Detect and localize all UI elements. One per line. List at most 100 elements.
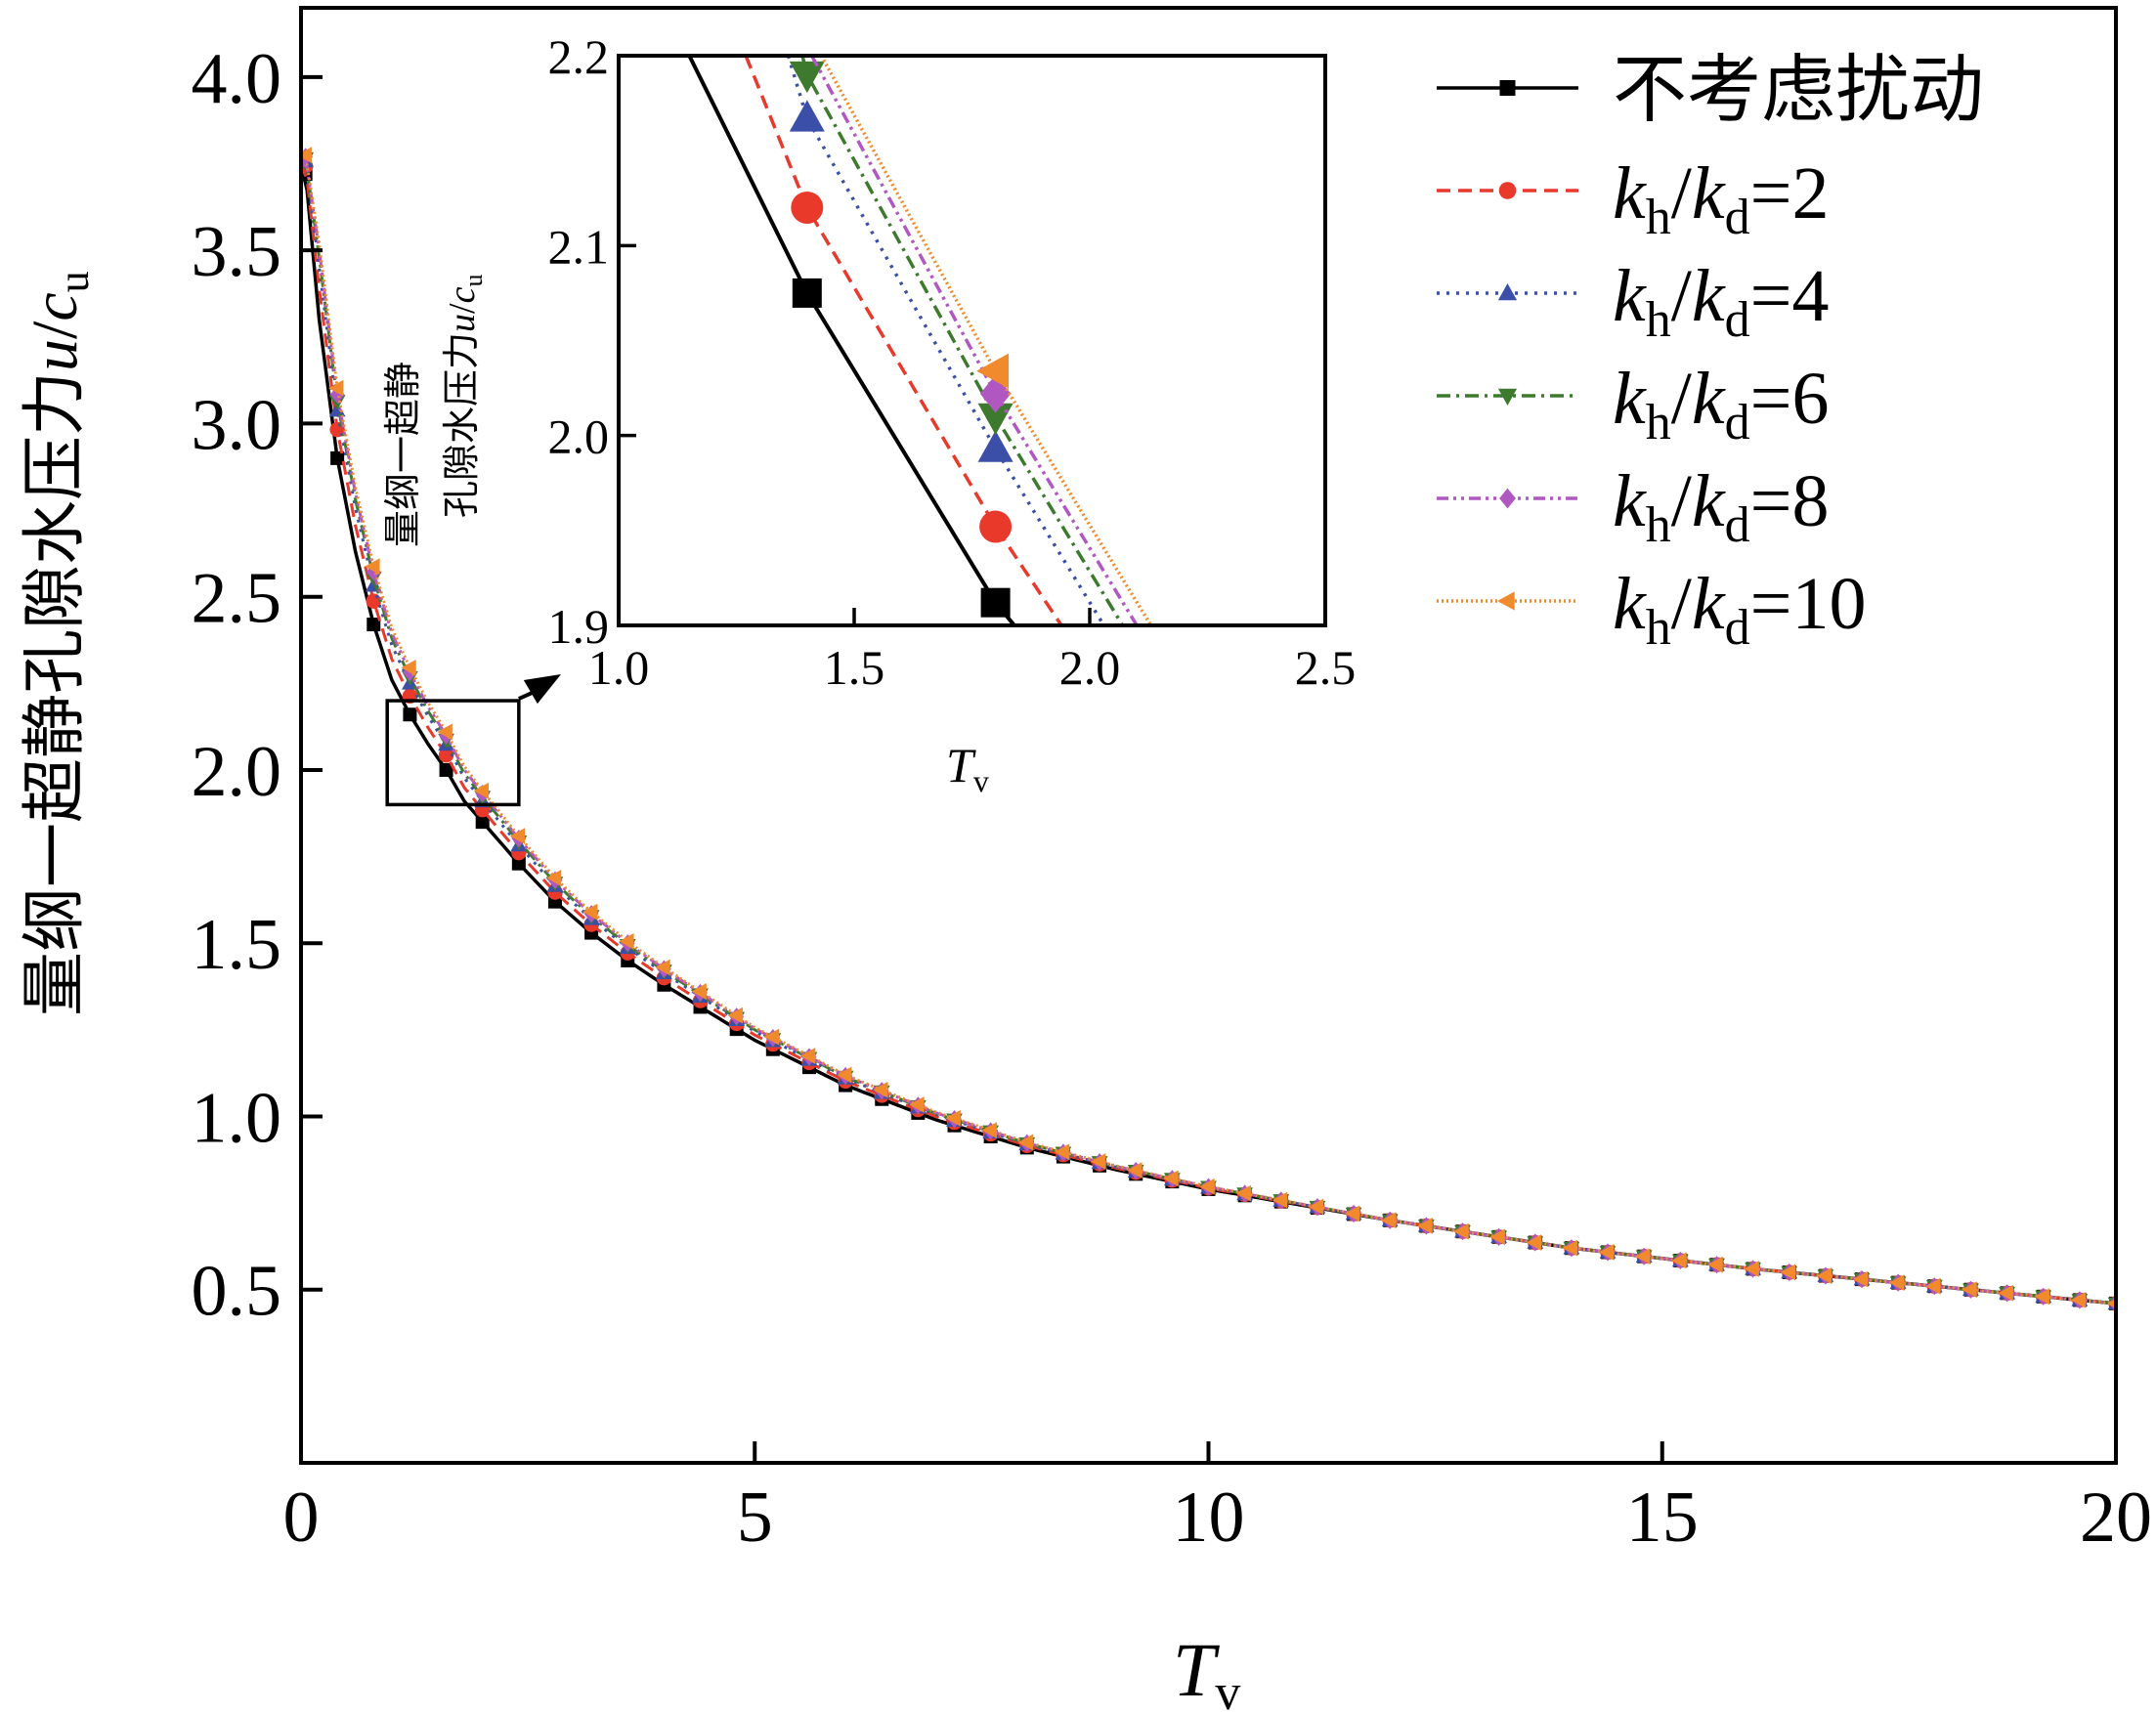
series-0-marker-5 [475,815,490,830]
series-5-marker-20 [1017,1134,1034,1151]
inset-x-axis-label: Tv [946,738,989,798]
inset-y-tick-label-1: 2.0 [548,409,610,464]
series-5-marker-17 [909,1096,925,1113]
inset-x-tick-label-3: 2.5 [1295,640,1357,695]
series-5-marker-42 [1816,1267,1833,1284]
series-4-marker-1 [329,385,345,404]
series-5-marker-34 [1526,1234,1542,1251]
series-5-marker-27 [1272,1191,1288,1209]
series-5-marker-15 [837,1066,852,1084]
legend-marker-0 [1499,80,1516,96]
series-5-marker-26 [1235,1184,1251,1202]
series-5-marker-13 [763,1028,780,1046]
series-5-marker-25 [1199,1178,1215,1195]
inset-x-tick-label-0: 1.0 [588,640,650,695]
series-5-marker-29 [1344,1205,1360,1222]
series-5-marker-38 [1671,1252,1687,1269]
inset-series-layer [687,56,1153,625]
inset-series-1-marker-0 [791,191,824,224]
series-5-marker-28 [1308,1198,1324,1216]
series-5-marker-7 [545,870,562,886]
inset-x-tick-label-1: 1.5 [824,640,885,695]
series-5-marker-23 [1127,1162,1143,1179]
series-5-marker-6 [509,828,526,844]
main-plot: 0 5 10 15 20 0.5 1.0 1.5 2.0 2.5 3.0 3.5 4.0 [192,6,2152,1558]
series-5-marker-5 [473,782,489,799]
series-1-marker-4 [438,748,454,763]
series-5-marker-49 [2070,1291,2087,1308]
zoom-box [385,699,521,807]
series-5-marker-36 [1598,1244,1615,1261]
series-5-marker-33 [1489,1228,1505,1246]
series-5-marker-9 [619,932,634,950]
inset-y-tick-label-0: 1.9 [548,599,610,654]
y-tick-label-7: 4.0 [192,39,282,119]
series-5-marker-39 [1707,1256,1723,1273]
x-tick-label-0: 0 [283,1478,320,1558]
inset-series-3-marker-0 [789,61,825,94]
legend-marker-2 [1497,283,1518,301]
legend-label-1: kh/kd=2 [1613,152,1829,245]
x-tick-label-2: 10 [1173,1478,1245,1558]
y-tick-label-0: 0.5 [192,1252,282,1332]
series-4-marker-2 [366,563,381,581]
series-5-marker-22 [1090,1153,1106,1170]
series-5-marker-18 [945,1109,961,1127]
y-tick-label-5: 3.0 [192,385,282,465]
y-tick-label-6: 3.5 [192,212,282,292]
y-tick-label-1: 1.0 [192,1078,282,1158]
series-5-marker-16 [873,1081,888,1098]
series-5-marker-40 [1744,1261,1759,1277]
inset-y-axis-label-line1: 量纲一超静 [381,362,424,547]
series-5-marker-46 [1962,1281,1977,1299]
legend-label-4: kh/kd=8 [1613,460,1829,553]
inset-series-line-4 [810,56,1139,625]
y-axis-label: 量纲一超静孔隙水压力u/cu [17,271,98,1016]
inset-series-0-marker-0 [792,278,822,308]
inset-series-0-marker-1 [980,587,1011,618]
inset-frame [617,54,1327,627]
inset-series-2-marker-1 [977,430,1013,462]
series-5-marker-43 [1852,1270,1869,1288]
series-5-marker-2 [365,558,380,576]
series-5-marker-35 [1562,1239,1578,1257]
series-5-marker-48 [2034,1288,2050,1306]
series-5-marker-47 [1998,1284,2013,1302]
series-5-marker-37 [1635,1248,1651,1265]
inset-series-line-2 [786,56,1105,625]
series-0-marker-2 [367,618,381,632]
series-0-marker-6 [511,856,526,871]
x-axis-label: Tv [1173,1627,1240,1714]
inset-x-tick-label-2: 2.0 [1059,640,1121,695]
inset-plot: 1.0 1.5 2.0 2.5 1.9 2.0 2.1 2.2 [548,29,1357,695]
series-5-marker-1 [328,379,344,397]
series-5-marker-30 [1381,1212,1397,1229]
series-0-marker-1 [330,450,345,465]
legend-label-5: kh/kd=10 [1613,563,1866,656]
series-0-marker-4 [439,762,453,777]
series-0-marker-3 [403,707,417,722]
y-tick-label-3: 2.0 [192,732,282,812]
zoom-arrow-head [523,674,561,705]
x-tick-label-3: 15 [1626,1478,1699,1558]
series-5-marker-31 [1417,1218,1433,1234]
series-5-marker-11 [691,983,707,1000]
series-5-marker-44 [1889,1274,1905,1292]
series-5-marker-14 [799,1048,816,1064]
legend-marker-1 [1498,182,1517,199]
series-5-marker-0 [301,147,312,164]
series-5-marker-32 [1453,1222,1469,1240]
series-5-marker-24 [1163,1170,1179,1187]
x-tick-label-1: 5 [737,1478,773,1558]
series-5-marker-41 [1780,1264,1796,1281]
series-5-marker-19 [981,1122,997,1139]
series-5-marker-12 [727,1007,743,1024]
series-5-marker-4 [437,723,453,741]
series-5-marker-50 [2106,1298,2116,1308]
series-5-marker-21 [1054,1143,1070,1161]
inset-series-2-marker-0 [789,100,825,132]
legend: 不考虑扰动 kh/kd=2 kh/kd=4 kh/kd=6 kh/kd=8 kh/kd=1… [1437,46,1984,656]
legend-label-3: kh/kd=6 [1613,358,1829,450]
y-tick-label-4: 2.5 [192,559,282,639]
